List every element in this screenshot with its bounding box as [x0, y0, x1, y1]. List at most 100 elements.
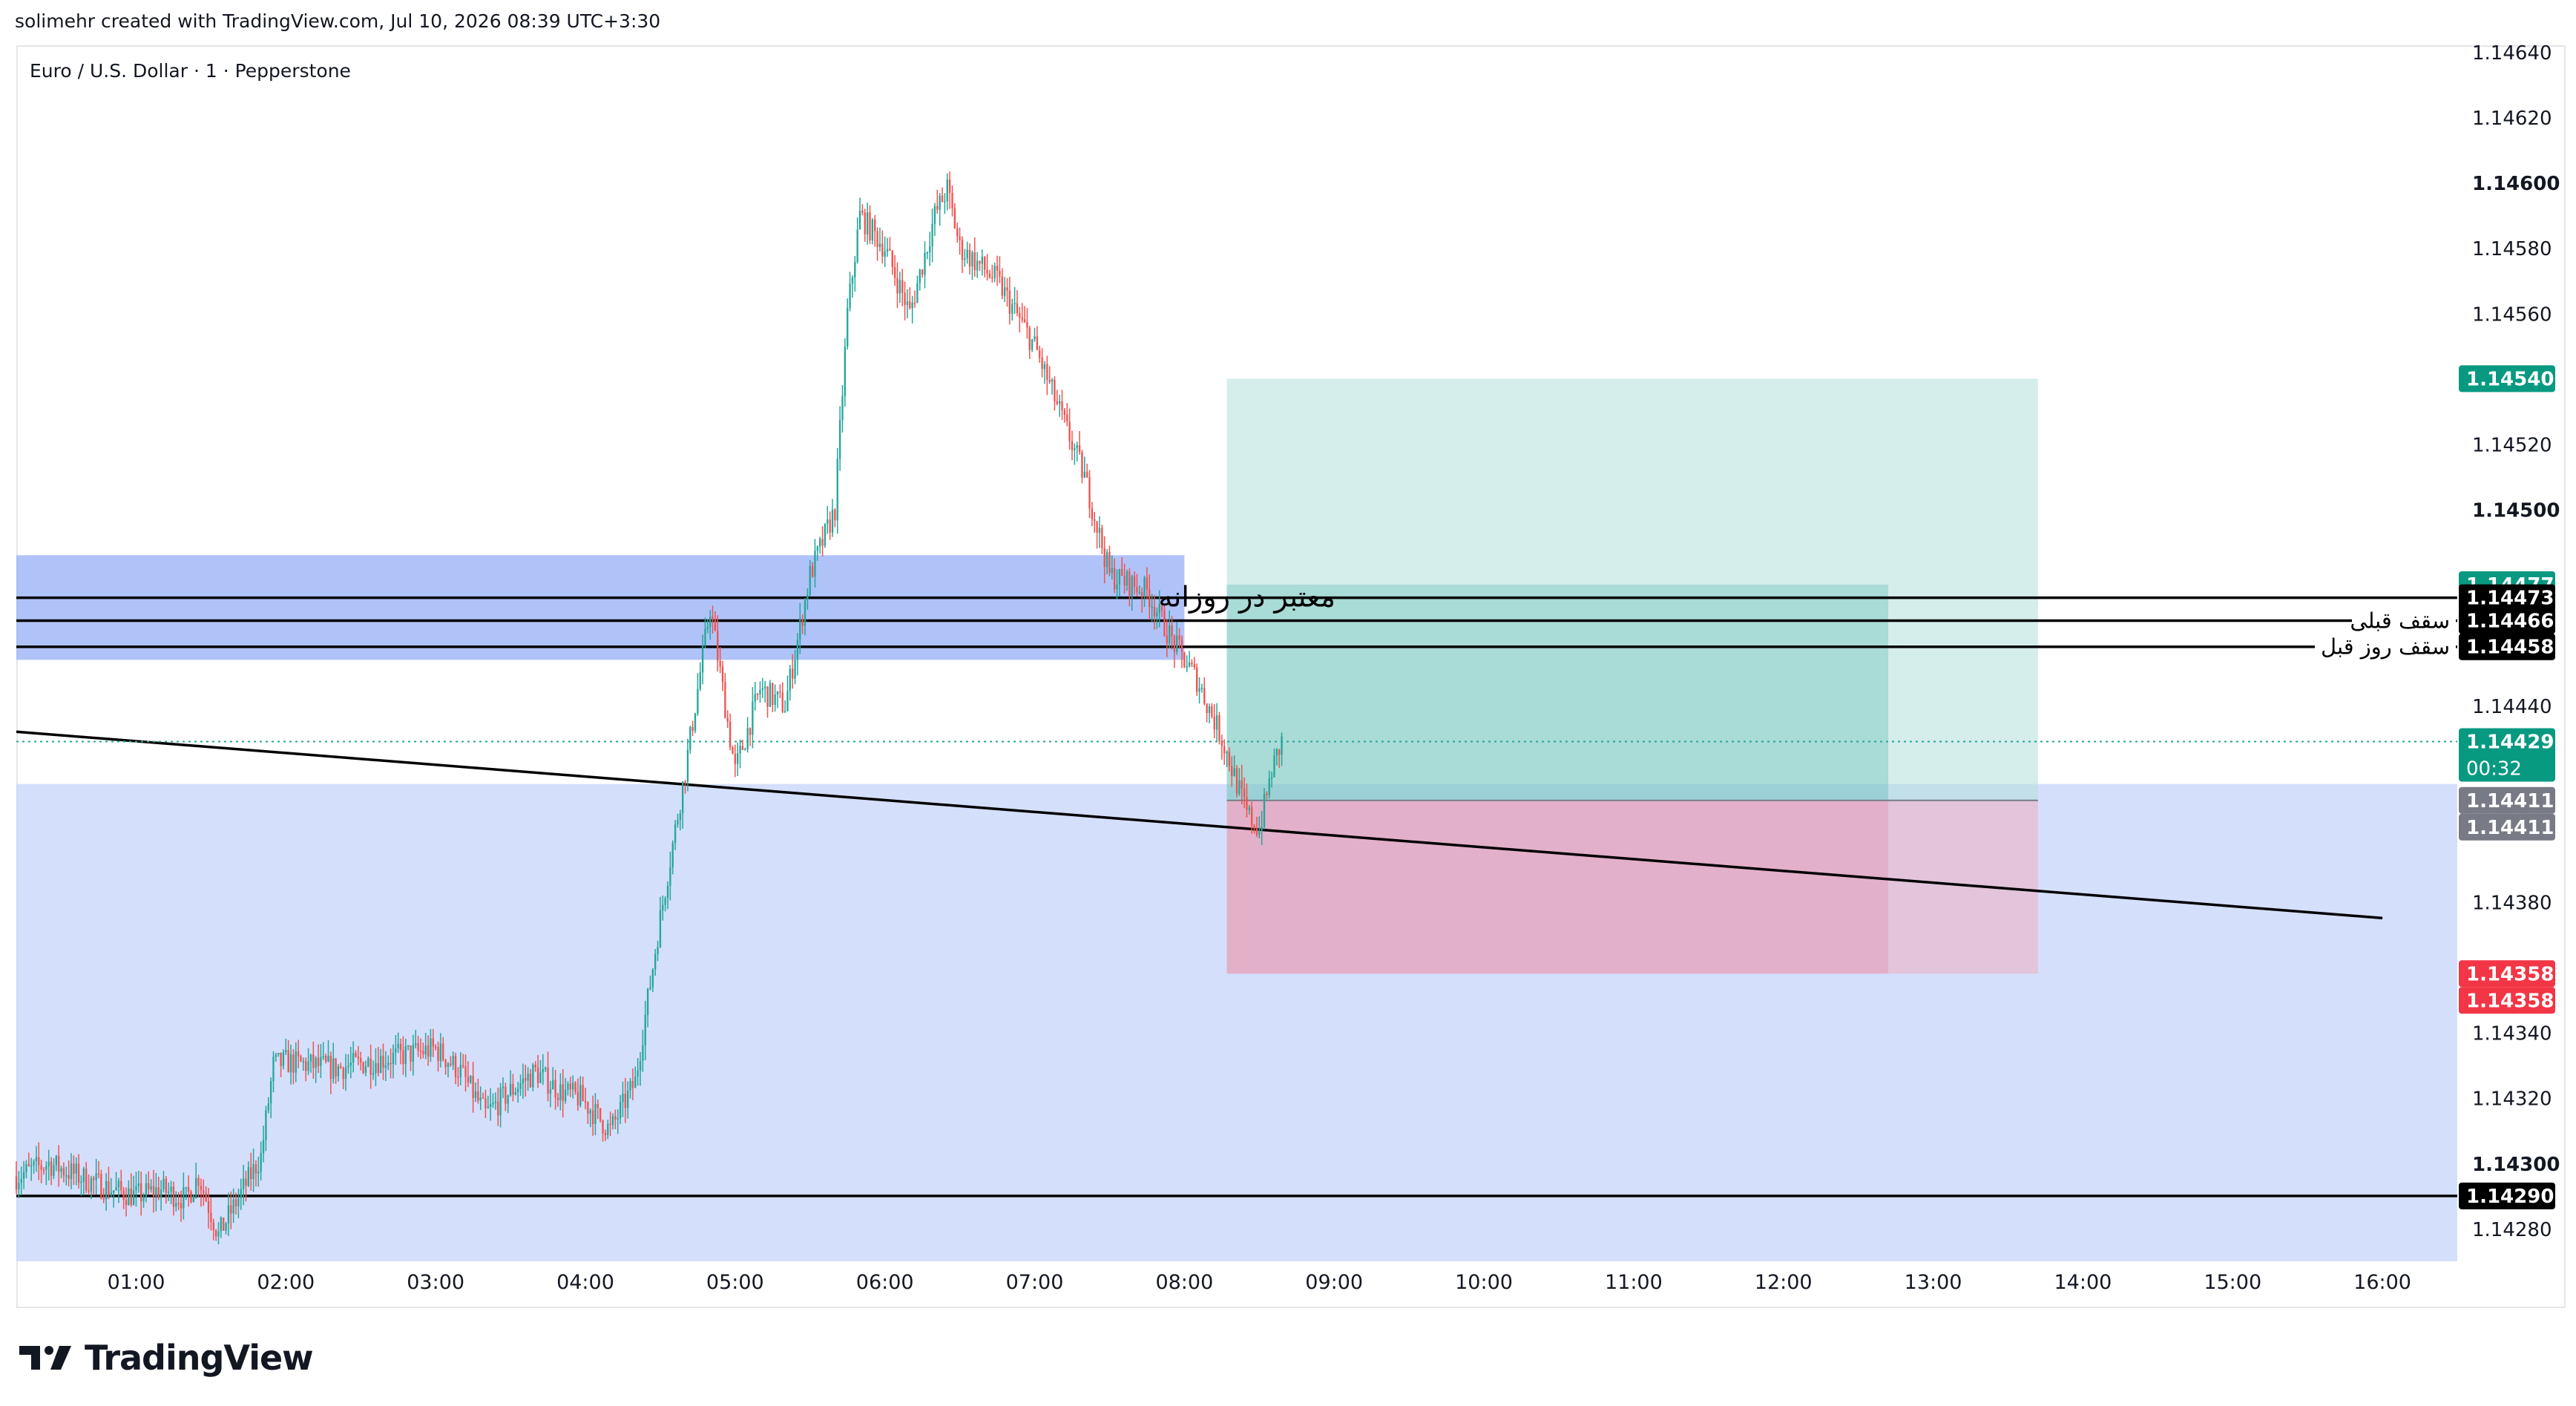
candle-body: [529, 1074, 532, 1088]
candle-body: [756, 694, 759, 695]
candle-body: [1208, 706, 1211, 714]
price-label-2: 1.14473: [2466, 588, 2554, 610]
candle-body: [669, 867, 671, 886]
candle-body: [869, 212, 871, 241]
price-label-bg-7: [2459, 813, 2555, 841]
supply-zone: [16, 555, 1185, 660]
candle-body: [47, 1161, 50, 1166]
x-tick-label: 04:00: [556, 1271, 614, 1294]
candle-body: [254, 1164, 257, 1174]
candle-body: [547, 1068, 549, 1094]
candle-body: [1198, 688, 1200, 692]
candle-body: [1266, 793, 1268, 795]
level-label-0: معتبر در روزانه: [1158, 581, 1335, 614]
candle-body: [355, 1053, 357, 1057]
candle-body: [217, 1231, 220, 1237]
candle-body: [916, 283, 919, 303]
candle-body: [1238, 780, 1241, 794]
candle-body: [464, 1066, 467, 1077]
candle-body: [1160, 604, 1163, 611]
candle-body: [1273, 755, 1275, 778]
candle-body: [719, 660, 721, 667]
candle-body: [1226, 752, 1228, 754]
candle-body: [1281, 736, 1283, 755]
candle-body: [155, 1187, 157, 1197]
candle-body: [1146, 577, 1149, 590]
candle-body: [1028, 327, 1031, 350]
candle-body: [172, 1186, 175, 1207]
candle-body: [809, 565, 811, 595]
candle-body: [594, 1103, 597, 1124]
candle-body: [789, 668, 792, 691]
candle-body: [654, 954, 657, 970]
candle-body: [1136, 586, 1138, 593]
candle-body: [936, 206, 939, 210]
candle-body: [527, 1074, 529, 1081]
y-tick-label: 1.14280: [2472, 1219, 2552, 1241]
candle-body: [816, 546, 819, 551]
x-tick-label: 15:00: [2204, 1271, 2261, 1294]
candle-body: [766, 686, 769, 707]
x-tick-label: 14:00: [2054, 1271, 2112, 1294]
tradingview-logo[interactable]: TradingView: [18, 1338, 314, 1378]
price-label-bg-2: [2459, 584, 2555, 611]
candle-body: [502, 1086, 505, 1088]
candle-body: [285, 1050, 287, 1053]
candle-body: [761, 688, 764, 690]
candle-body: [120, 1180, 122, 1191]
candle-body: [187, 1187, 190, 1192]
x-tick-label: 09:00: [1305, 1271, 1363, 1294]
candle-body: [190, 1192, 192, 1203]
candle-body: [796, 640, 799, 660]
candle-body: [175, 1203, 177, 1207]
candle-body: [1039, 349, 1041, 358]
profit-zone-inner: [1226, 584, 1889, 801]
candle-body: [609, 1123, 611, 1126]
candle-body: [921, 269, 924, 275]
candle-body: [105, 1180, 108, 1200]
x-tick-label: 10:00: [1455, 1271, 1513, 1294]
candle-body: [642, 1045, 644, 1062]
candle-body: [30, 1165, 33, 1167]
candle-body: [200, 1186, 203, 1191]
candle-body: [65, 1175, 68, 1177]
candle-body: [629, 1080, 631, 1091]
candle-body: [68, 1175, 70, 1179]
candle-body: [1003, 287, 1006, 296]
candle-body: [804, 599, 806, 626]
price-label-7: 1.14411: [2466, 817, 2554, 839]
candle-body: [50, 1161, 53, 1176]
candle-body: [1061, 401, 1063, 410]
candle-body: [886, 249, 889, 252]
y-tick-label: 1.14300: [2472, 1154, 2560, 1176]
candle-body: [379, 1056, 382, 1074]
candle-body: [352, 1053, 355, 1063]
candle-body: [432, 1038, 434, 1047]
candle-body: [944, 201, 946, 203]
candle-body: [1078, 444, 1081, 452]
candle-body: [1076, 444, 1078, 449]
candle-body: [1140, 591, 1143, 597]
chart-frame: [16, 45, 2566, 1308]
candle-body: [1123, 576, 1126, 586]
candle-body: [212, 1222, 214, 1231]
candle-body: [684, 781, 686, 783]
price-label-8: 1.14358: [2466, 963, 2554, 985]
candle-body: [764, 686, 766, 689]
candle-body: [1180, 640, 1183, 652]
candle-body: [1046, 364, 1048, 381]
candle-body: [624, 1094, 626, 1108]
candle-body: [1151, 606, 1153, 608]
candle-body: [576, 1091, 579, 1106]
candle-body: [849, 283, 851, 309]
candle-body: [659, 910, 662, 947]
candle-body: [898, 280, 901, 294]
candle-body: [631, 1080, 634, 1088]
candle-body: [1143, 577, 1146, 597]
candle-body: [70, 1163, 73, 1179]
candle-body: [494, 1101, 497, 1103]
candle-body: [1231, 766, 1233, 776]
candle-body: [1011, 303, 1013, 314]
candle-body: [227, 1205, 230, 1223]
